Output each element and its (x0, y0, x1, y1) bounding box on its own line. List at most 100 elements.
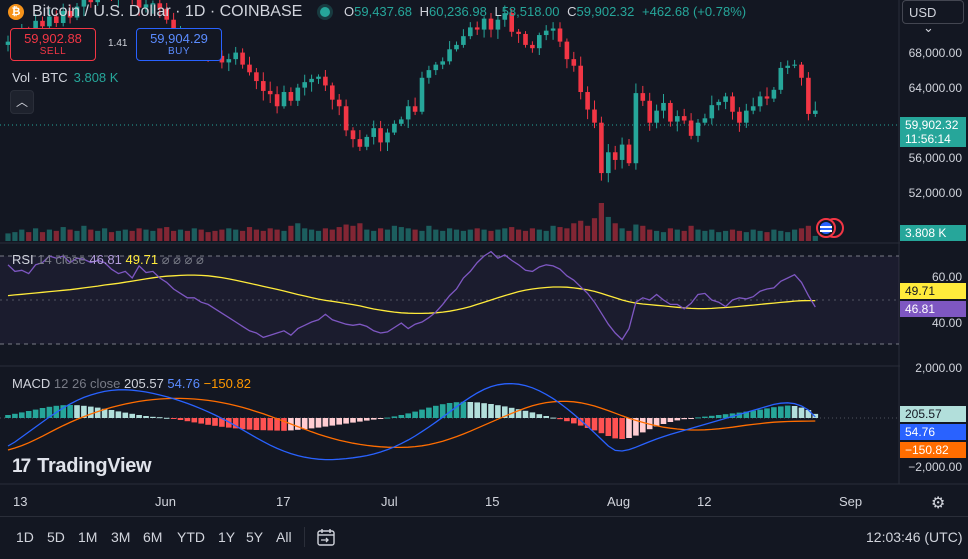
macd-histogram-bar (239, 418, 246, 430)
volume-bar (598, 203, 604, 241)
volume-bar (647, 229, 653, 241)
macd-histogram-bar (446, 403, 453, 418)
macd-histogram-bar (536, 414, 543, 418)
macd-histogram-bar (502, 406, 508, 418)
sell-button[interactable]: 59,902.88 SELL (10, 28, 96, 61)
candle-body (764, 96, 770, 99)
macd-histogram-bar (163, 417, 170, 419)
candle-body (399, 119, 404, 124)
range-ytd-button[interactable]: YTD (177, 529, 205, 545)
utc-clock[interactable]: 12:03:46 (UTC) (866, 529, 963, 545)
volume-bar (550, 225, 556, 241)
candle-body (330, 85, 335, 100)
time-tick: Jul (381, 494, 398, 509)
volume-bar (288, 225, 294, 241)
volume-bar (412, 229, 418, 241)
rsi-legend[interactable]: RSI 14 close 46.81 49.71 ⌀ ⌀ ⌀ ⌀ (12, 252, 204, 268)
candle-body (495, 19, 501, 30)
symbol-title[interactable]: Bitcoin / U.S. Dollar · 1D · COINBASE (32, 3, 303, 20)
volume-bar (564, 228, 570, 241)
volume-bar (419, 230, 425, 241)
volume-bar (39, 232, 46, 241)
range-6m-button[interactable]: 6M (143, 529, 163, 545)
collapse-legend-button[interactable]: ︿ (10, 90, 34, 114)
time-tick: 15 (485, 494, 500, 509)
macd-histogram-bar (605, 418, 612, 436)
economic-events-badge[interactable] (816, 218, 844, 238)
volume-bar (53, 230, 59, 241)
volume-bar (157, 228, 163, 241)
volume-bar (343, 224, 349, 241)
market-open-status-icon[interactable] (320, 7, 331, 17)
macd-histogram-bar (577, 418, 584, 426)
range-5d-button[interactable]: 5D (47, 529, 65, 545)
volume-legend[interactable]: Vol · BTC 3.808 K (12, 70, 118, 85)
volume-bar (612, 223, 618, 241)
macd-histogram-bar (129, 413, 135, 418)
volume-bar (177, 229, 184, 241)
volume-bar (350, 225, 356, 241)
macd-histogram-bar (143, 416, 149, 418)
macd-histogram-bar (32, 409, 39, 418)
volume-bar (488, 230, 494, 241)
volume-bar (591, 218, 598, 241)
low-value: 58,518.00 (501, 4, 560, 19)
candle-body (67, 10, 73, 18)
macd-histogram-bar (488, 404, 494, 418)
currency-dropdown[interactable]: USD ⌄ (902, 0, 964, 35)
macd-tick: 2,000.00 (915, 361, 962, 375)
volume-bar (240, 230, 246, 241)
rsi-name: RSI (12, 252, 34, 267)
macd-histogram-bar (674, 418, 681, 421)
macd-histogram-bar (419, 409, 425, 418)
tradingview-logo[interactable]: 17 TradingView (12, 455, 152, 478)
goto-date-calendar-icon[interactable] (316, 527, 336, 547)
volume-bar (481, 229, 487, 241)
range-1m-button[interactable]: 1M (78, 529, 98, 545)
macd-histogram-bar (598, 418, 605, 434)
last-price-tag[interactable]: 59,902.32 11:56:14 (900, 117, 966, 147)
macd-histogram-bar (170, 418, 177, 419)
candle-body (799, 64, 804, 78)
rsi-ma-line (7, 274, 816, 315)
range-1y-button[interactable]: 1Y (218, 529, 236, 545)
macd-histogram-bar (405, 413, 411, 418)
macd-histogram-bar (191, 418, 198, 423)
volume-bar (253, 229, 259, 241)
volume-bar (88, 229, 94, 241)
macd-params: 12 26 close (53, 376, 121, 391)
macd-histogram-bar (267, 418, 273, 431)
macd-histogram-bar (315, 418, 322, 428)
macd-histogram-bar (688, 418, 694, 419)
range-all-button[interactable]: All (276, 529, 292, 545)
symbol-header[interactable]: ₿ Bitcoin / U.S. Dollar · 1D · COINBASE (8, 2, 331, 22)
volume-bar (115, 230, 121, 241)
macd-legend[interactable]: MACD 12 26 close 205.57 54.76 −150.82 (12, 376, 251, 391)
macd-histogram-bar (198, 418, 204, 424)
candle-body (626, 144, 632, 164)
candle-body (288, 92, 294, 101)
macd-histogram-bar (184, 418, 191, 422)
candle-body (578, 65, 583, 93)
range-3m-button[interactable]: 3M (111, 529, 131, 545)
macd-histogram-bar (384, 417, 391, 419)
buy-button[interactable]: 59,904.29 BUY (136, 28, 222, 61)
volume-bar (585, 225, 591, 241)
volume-bar (557, 227, 563, 241)
macd-histogram-bar (370, 418, 377, 420)
bitcoin-icon: ₿ (8, 4, 24, 20)
range-5y-button[interactable]: 5Y (246, 529, 264, 545)
volume-bar (626, 230, 632, 241)
candle-body (267, 90, 273, 95)
range-1d-button[interactable]: 1D (16, 529, 34, 545)
macd-histogram-bar (584, 418, 591, 428)
candle-body (612, 152, 618, 160)
candle-body (468, 27, 473, 37)
candle-body (606, 152, 611, 174)
volume-bar (729, 229, 736, 241)
macd-histogram-bar (702, 416, 708, 418)
volume-bar (171, 230, 177, 241)
macd-histogram-bar (12, 413, 18, 418)
settings-gear-icon[interactable]: ⚙ (931, 495, 946, 512)
